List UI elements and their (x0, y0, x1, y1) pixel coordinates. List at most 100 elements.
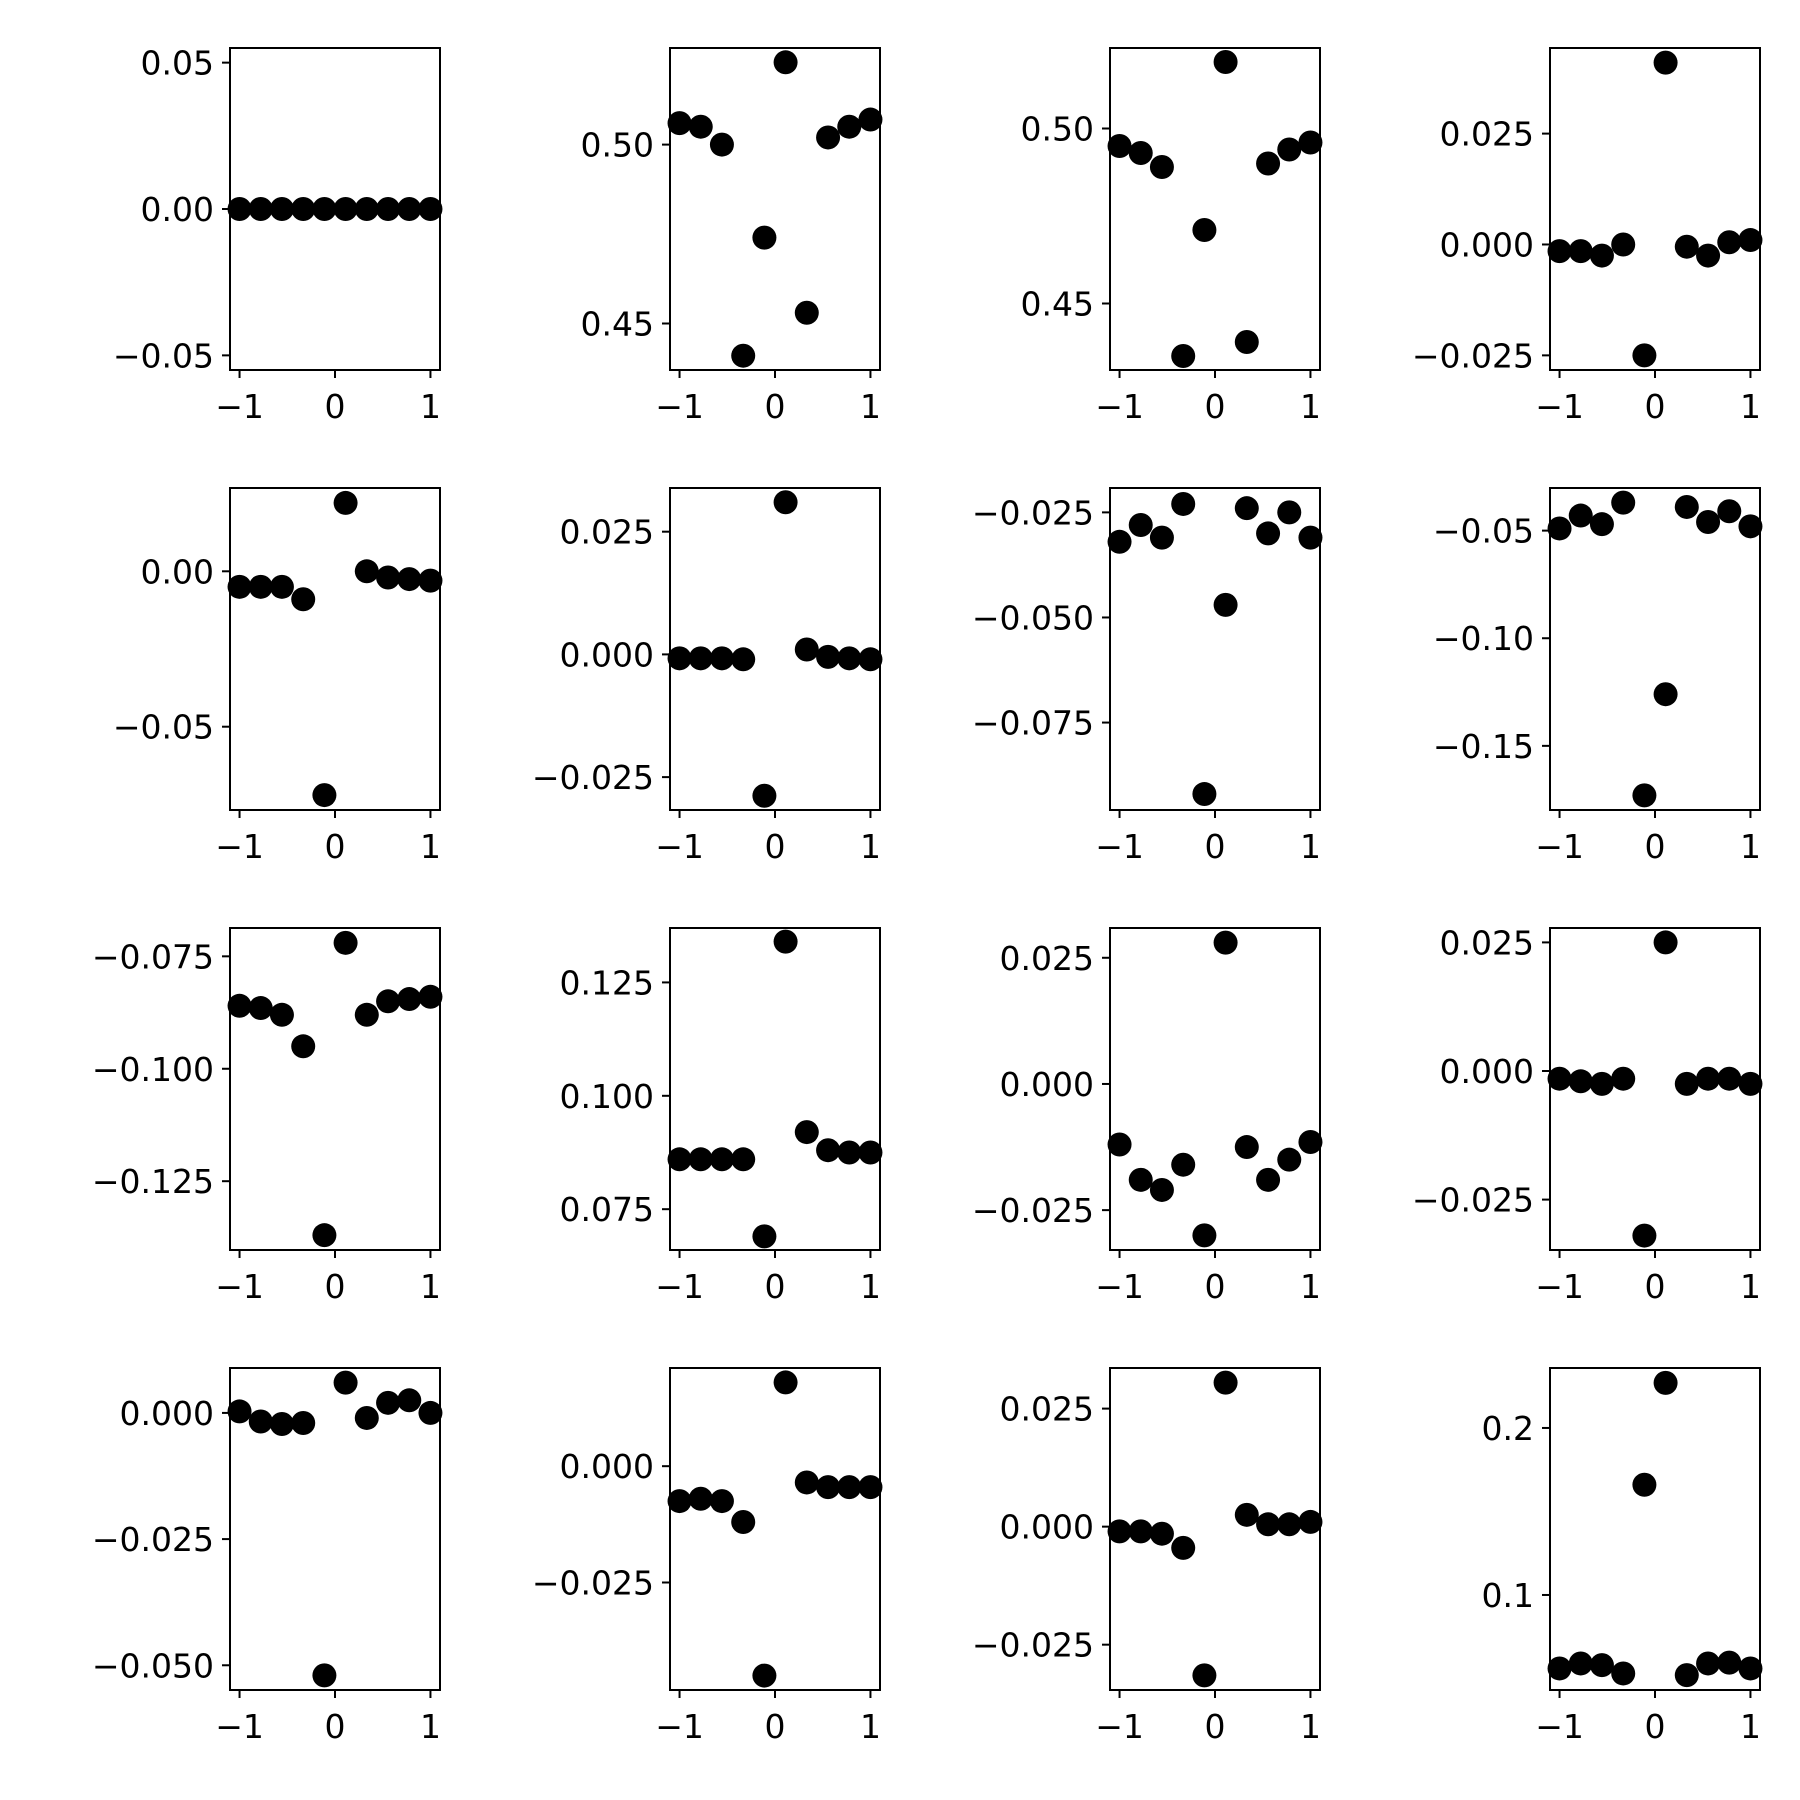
x-tick-label: 0 (1645, 827, 1666, 866)
data-point (1547, 1656, 1572, 1681)
data-point (1234, 1502, 1259, 1527)
data-point (1213, 50, 1238, 74)
x-tick-label: −1 (215, 1707, 264, 1746)
x-tick-label: 1 (420, 1707, 441, 1746)
data-point (1653, 682, 1678, 707)
data-point (1128, 141, 1153, 165)
data-point (816, 1138, 841, 1163)
data-point (376, 565, 401, 590)
subplot-16: −1 0 1 0.2 0.1 (1482, 1367, 1763, 1746)
axes-frame (669, 47, 881, 371)
y-tick-label: 0.1 (1482, 1576, 1534, 1615)
data-point (397, 567, 422, 592)
data-point (667, 1489, 692, 1514)
data-point (1107, 1132, 1132, 1157)
data-point (248, 197, 273, 221)
axes-frame (669, 927, 881, 1251)
data-point (1171, 1152, 1196, 1177)
y-tick-label: 0.2 (1482, 1409, 1534, 1448)
data-point (816, 644, 841, 669)
subplot-12: −1 0 1 0.025 0.000 −0.025 (1412, 923, 1763, 1306)
x-tick-label: −1 (215, 387, 264, 426)
subplot-15: −1 0 1 0.025 0.000 −0.025 (972, 1367, 1323, 1746)
subplot-8: −1 0 1 −0.05 −0.10 −0.15 (1433, 487, 1763, 866)
data-point (418, 1400, 443, 1425)
data-point (354, 197, 379, 221)
x-tick-label: −1 (215, 1267, 264, 1306)
data-point (1738, 1071, 1763, 1096)
subplot-7: −1 0 1 −0.025 −0.050 −0.075 (972, 487, 1323, 866)
y-tick-label: −0.100 (92, 1050, 214, 1089)
y-tick-label: 0.025 (560, 513, 654, 552)
x-tick-label: −1 (1535, 1267, 1584, 1306)
x-tick-label: 1 (420, 1267, 441, 1306)
data-point (248, 996, 273, 1021)
y-tick-label: 0.000 (1440, 1052, 1534, 1091)
x-tick-label: 0 (765, 1707, 786, 1746)
data-point (1256, 521, 1281, 546)
data-point (1107, 1519, 1132, 1544)
data-point (1192, 1223, 1217, 1248)
data-point (1632, 1223, 1657, 1248)
data-point (1632, 1472, 1657, 1497)
data-point (1277, 500, 1302, 525)
data-point (354, 559, 379, 584)
data-point (1547, 516, 1572, 541)
data-point (312, 197, 337, 221)
y-tick-label: 0.45 (1021, 285, 1094, 324)
data-point (1653, 1370, 1678, 1395)
data-point (1149, 525, 1174, 550)
data-point (333, 197, 358, 221)
data-point (731, 343, 756, 368)
data-point (816, 125, 841, 150)
y-tick-label: 0.00 (141, 190, 214, 229)
y-tick-label: −0.025 (1412, 336, 1534, 375)
axes-frame (669, 1367, 881, 1691)
data-point (269, 1002, 294, 1027)
data-point (248, 574, 273, 599)
data-point (1611, 490, 1636, 515)
data-point (1149, 155, 1174, 179)
data-point (709, 1489, 734, 1514)
data-point (667, 646, 692, 671)
data-point (752, 1224, 777, 1249)
data-point (1256, 1512, 1281, 1537)
data-point (794, 300, 819, 325)
data-point (667, 1147, 692, 1172)
y-tick-label: 0.00 (141, 552, 214, 591)
data-point (752, 1663, 777, 1688)
axes-frame (1109, 47, 1321, 371)
y-tick-label: −0.025 (972, 493, 1094, 532)
x-tick-label: 0 (325, 387, 346, 426)
axes-frame (1549, 487, 1761, 811)
data-point (1568, 503, 1593, 528)
data-point (1674, 1071, 1699, 1096)
subplot-14: −1 0 1 0.000 −0.025 (532, 1367, 883, 1746)
x-tick-label: 1 (860, 1267, 881, 1306)
x-tick-label: 0 (765, 387, 786, 426)
data-point (1589, 1653, 1614, 1678)
data-point (858, 107, 883, 132)
data-point (1674, 494, 1699, 519)
axes-frame (1549, 47, 1761, 371)
subplot-5: −1 0 1 0.00 −0.05 (113, 487, 443, 866)
data-point (1107, 529, 1132, 554)
data-point (1192, 218, 1217, 242)
y-tick-label: 0.50 (581, 126, 654, 165)
data-point (418, 568, 443, 593)
y-tick-label: −0.025 (532, 758, 654, 797)
data-point (1674, 1663, 1699, 1688)
data-point (1298, 525, 1323, 550)
data-point (1589, 243, 1614, 268)
y-tick-label: 0.100 (560, 1077, 654, 1116)
data-point (688, 1147, 713, 1172)
data-point (731, 1510, 756, 1535)
data-point (837, 646, 862, 671)
data-point (1277, 1512, 1302, 1537)
data-point (1568, 239, 1593, 264)
data-point (752, 783, 777, 808)
data-point (1277, 1147, 1302, 1172)
x-tick-label: −1 (1095, 827, 1144, 866)
x-tick-label: 0 (325, 827, 346, 866)
x-tick-label: 1 (1300, 1707, 1321, 1746)
